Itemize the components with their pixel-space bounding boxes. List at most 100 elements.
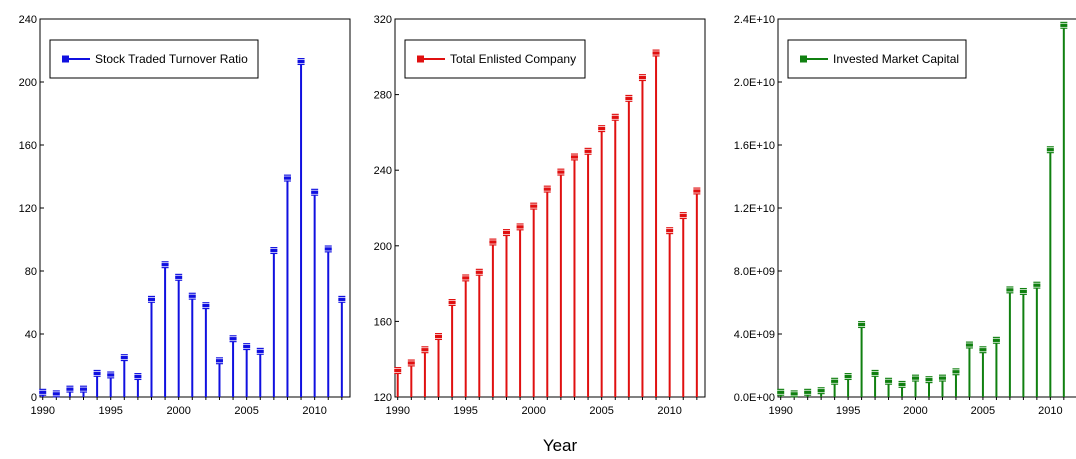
data-point — [243, 343, 251, 351]
data-point — [489, 238, 497, 246]
data-point — [39, 388, 47, 396]
data-point — [530, 202, 538, 210]
data-point — [448, 299, 456, 306]
x-tick-label: 1990 — [30, 405, 54, 417]
charts-container: 0 40 80 120 160 200 240 1990 1995 2000 2005 2010 Sto… — [19, 14, 1076, 417]
data-point — [979, 346, 987, 354]
y-tick-label: 280 — [374, 90, 392, 102]
y-tick-label: 120 — [374, 392, 392, 404]
x-tick-label: 2000 — [521, 405, 545, 417]
x-tick-label: 2010 — [302, 405, 326, 417]
data-point — [584, 147, 592, 155]
y-tick-label: 160 — [19, 140, 37, 152]
x-tick-label: 2010 — [1038, 405, 1062, 417]
data-point — [611, 113, 619, 121]
data-point — [394, 367, 402, 375]
data-point — [516, 223, 524, 231]
data-point — [1046, 146, 1054, 154]
x-tick-label: 2005 — [234, 405, 258, 417]
data-point — [462, 274, 470, 282]
data-point — [598, 125, 606, 133]
shared-x-axis-label: Year — [543, 436, 578, 455]
data-point — [898, 380, 906, 388]
data-point — [147, 295, 155, 303]
data-point — [52, 390, 60, 398]
data-point — [638, 74, 646, 82]
data-point — [107, 371, 115, 379]
data-point — [270, 247, 278, 255]
data-point — [66, 385, 74, 393]
y-tick-label: 120 — [19, 203, 37, 215]
x-tick-label: 2005 — [971, 405, 995, 417]
legend-label: Total Enlisted Company — [450, 52, 576, 66]
legend-label: Stock Traded Turnover Ratio — [95, 52, 248, 66]
legend-label: Invested Market Capital — [833, 52, 959, 66]
y-tick-label: 200 — [374, 241, 392, 253]
chart-2: 120 160 200 240 280 320 1990 1995 2000 2005 2010 To… — [374, 14, 706, 417]
data-point — [161, 261, 169, 269]
x-tick-label: 1995 — [836, 405, 860, 417]
data-point — [1006, 286, 1014, 294]
y-tick-label: 240 — [19, 14, 37, 26]
data-point — [925, 376, 933, 384]
y-tick-label: 0.0E+00 — [734, 392, 775, 404]
data-point — [215, 357, 223, 365]
data-point — [804, 388, 812, 396]
x-tick-label: 1990 — [385, 405, 409, 417]
y-tick-label: 0 — [31, 392, 37, 404]
data-point — [421, 346, 429, 354]
data-point — [790, 390, 798, 398]
y-tick-label: 40 — [25, 329, 37, 341]
data-point — [311, 188, 319, 196]
data-point — [407, 359, 415, 367]
legend-swatch-marker — [800, 55, 807, 63]
data-point — [871, 369, 879, 377]
data-point — [1033, 281, 1041, 289]
legend-swatch-marker — [62, 55, 69, 63]
data-point — [435, 333, 443, 341]
data-point — [1060, 21, 1068, 29]
y-tick-label: 320 — [374, 14, 392, 26]
data-point — [543, 185, 551, 193]
data-point — [283, 174, 291, 182]
x-tick-label: 2005 — [589, 405, 613, 417]
legend-swatch-marker — [417, 55, 424, 63]
data-point — [817, 387, 825, 395]
x-tick-label: 1990 — [768, 405, 792, 417]
y-tick-label: 2.0E+10 — [734, 77, 775, 89]
data-point — [625, 94, 633, 102]
legend: Stock Traded Turnover Ratio — [49, 39, 259, 79]
x-tick-label: 2000 — [903, 405, 927, 417]
data-point — [120, 354, 128, 362]
y-tick-label: 2.4E+10 — [734, 14, 775, 26]
data-point — [475, 268, 483, 276]
data-point — [256, 347, 264, 355]
data-point — [134, 373, 142, 381]
x-tick-label: 1995 — [453, 405, 477, 417]
data-point — [338, 295, 346, 303]
data-point — [938, 374, 946, 382]
data-point — [202, 302, 210, 310]
y-tick-label: 160 — [374, 316, 392, 328]
chart-1: 0 40 80 120 160 200 240 1990 1995 2000 2005 2010 Sto… — [19, 14, 351, 417]
y-tick-label: 80 — [25, 266, 37, 278]
data-point — [297, 58, 305, 66]
data-point — [229, 335, 237, 343]
y-tick-label: 4.0E+09 — [734, 329, 775, 341]
data-point — [652, 49, 660, 57]
data-point — [952, 368, 960, 376]
data-point — [885, 377, 893, 385]
x-tick-label: 2010 — [657, 405, 681, 417]
chart-3: 0.0E+00 4.0E+09 8.0E+09 1.2E+10 1.6E+10 2.0E+… — [734, 14, 1076, 417]
data-point — [324, 245, 332, 253]
data-point — [777, 388, 785, 396]
data-point — [992, 336, 1000, 344]
data-point — [965, 341, 973, 349]
y-tick-label: 1.6E+10 — [734, 140, 775, 152]
data-point — [679, 212, 687, 220]
data-point — [831, 377, 839, 385]
y-tick-label: 200 — [19, 77, 37, 89]
data-point — [188, 292, 196, 300]
legend: Total Enlisted Company — [404, 39, 586, 79]
